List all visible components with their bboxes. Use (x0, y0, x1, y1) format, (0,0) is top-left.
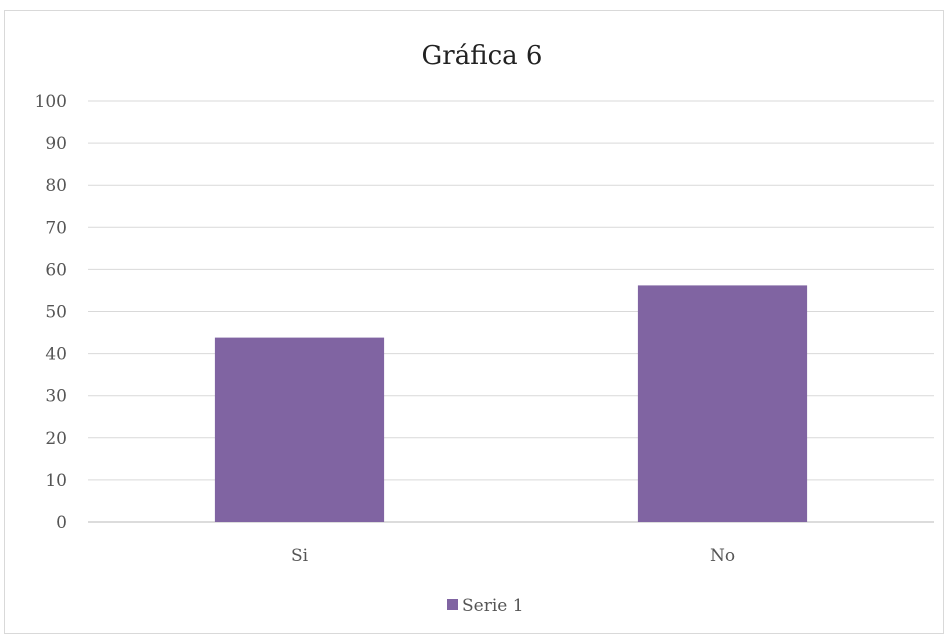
y-tick-label-90: 90 (45, 134, 67, 154)
y-tick-label-60: 60 (45, 260, 67, 280)
bars (214, 285, 808, 522)
y-tick-label-80: 80 (45, 176, 67, 196)
y-axis-ticks: 0 10 20 30 40 50 60 70 80 90 100 (35, 92, 67, 533)
x-tick-label-si: Si (291, 546, 309, 566)
y-tick-label-70: 70 (45, 218, 67, 238)
y-tick-label-10: 10 (45, 471, 67, 491)
chart-title: Gráfica 6 (422, 41, 543, 71)
y-tick-label-100: 100 (35, 92, 67, 112)
x-tick-label-no: No (710, 546, 735, 566)
bar-no (637, 285, 808, 522)
y-tick-label-50: 50 (45, 303, 67, 323)
y-tick-label-30: 30 (45, 387, 67, 407)
y-tick-label-0: 0 (56, 513, 67, 533)
x-axis-ticks: Si No (291, 546, 735, 566)
legend: Serie 1 (447, 596, 524, 616)
y-tick-label-20: 20 (45, 429, 67, 449)
legend-label-serie-1: Serie 1 (462, 596, 524, 616)
y-tick-label-40: 40 (45, 345, 67, 365)
bar-si (214, 337, 385, 522)
legend-swatch-serie-1 (447, 599, 458, 610)
